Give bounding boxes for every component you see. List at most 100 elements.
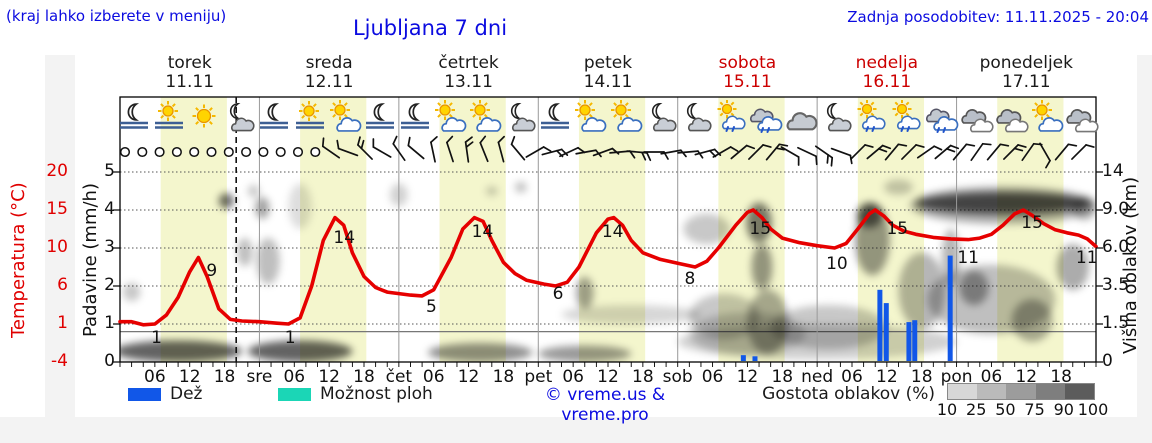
precip-tick: 5 (104, 161, 115, 181)
x-axis-label: 06 (422, 367, 445, 387)
bottom-margin-strip (0, 417, 1152, 443)
day-name: torek (167, 53, 212, 73)
temp-value-label: 15 (886, 219, 909, 239)
day-date: 13.11 (444, 72, 493, 92)
day-header-ponedeljek: ponedeljek 17.11 (980, 54, 1073, 92)
moon-cloud-icon (819, 100, 853, 134)
temp-value-label: 11 (1075, 247, 1098, 268)
x-axis-label: 12 (318, 367, 340, 387)
day-header-četrtek: četrtek 13.11 (438, 54, 498, 92)
sun-cloud-icon (328, 100, 362, 134)
sun-fog-icon (293, 100, 327, 134)
precip-tick: 2 (104, 275, 115, 295)
temp-value-label: 15 (1021, 212, 1043, 233)
moon-fog-icon (257, 100, 291, 134)
day-date: 12.11 (304, 72, 354, 92)
sun-cloud-icon (609, 100, 643, 134)
temp-tick: 6 (57, 275, 68, 295)
day-header-sreda: sreda 12.11 (305, 54, 354, 92)
temp-value-label: 1 (151, 328, 163, 349)
density-segment (1064, 384, 1095, 399)
temp-value-label: 11 (957, 248, 980, 269)
x-axis-label: 12 (736, 367, 759, 387)
density-tick: 50 (995, 400, 1016, 419)
moon-fog-icon (117, 100, 151, 134)
day-name: petek (583, 53, 633, 73)
x-axis-label: 12 (178, 367, 201, 387)
density-segment (948, 384, 978, 399)
sun-icon (187, 100, 221, 134)
density-segment (977, 384, 1007, 399)
page-title: Ljubljana 7 dni (352, 16, 508, 40)
day-name: nedelja (855, 53, 919, 73)
cloud-tick: 3.5 (1102, 275, 1130, 295)
temp-tick: 10 (46, 237, 68, 257)
temp-tick: 15 (46, 199, 68, 219)
day-name: četrtek (438, 53, 499, 73)
credit-link[interactable]: © vreme.us & vreme.pro (544, 385, 666, 425)
cloud-tick: 0 (1102, 351, 1113, 371)
moon-fog-icon (398, 100, 432, 134)
temp-value-label: 8 (684, 269, 696, 290)
day-date: 17.11 (1001, 72, 1051, 92)
day-header-petek: petek 14.11 (584, 54, 633, 92)
sun-cloud-drizzle-icon (889, 100, 923, 134)
x-axis-label: 06 (144, 367, 166, 387)
sun-cloud-icon (573, 100, 607, 134)
x-axis-label: 06 (980, 367, 1003, 387)
temp-value-label: 9 (206, 260, 218, 281)
precip-tick: 3 (104, 237, 115, 257)
density-tick: 10 (936, 400, 958, 419)
cloud-drizzle-icon (749, 100, 783, 134)
location-hint: (kraj lahko izberete v meniju) (6, 7, 227, 25)
x-axis-label: 18 (771, 367, 794, 387)
density-tick: 75 (1024, 400, 1045, 419)
precip-tick: 0 (104, 351, 115, 371)
day-date: 16.11 (862, 72, 912, 92)
clouds-icon (960, 100, 994, 134)
temp-value-label: 14 (333, 228, 356, 249)
day-name: sobota (718, 53, 777, 73)
showers-legend-label: Možnost ploh (320, 384, 433, 404)
x-axis-label: pet (524, 367, 553, 387)
cloud-density-colorbar (947, 383, 1095, 400)
moon-cloud-icon (222, 100, 256, 134)
sun-cloud-icon (468, 100, 502, 134)
density-tick: 90 (1053, 400, 1074, 419)
day-name: sreda (305, 53, 353, 73)
day-name: ponedeljek (979, 53, 1073, 73)
day-header-nedelja: nedelja 16.11 (856, 54, 918, 92)
temp-tick: -4 (51, 351, 68, 371)
day-date: 14.11 (583, 72, 633, 92)
clouds-icon (1065, 100, 1099, 134)
density-segment (1035, 384, 1065, 399)
temp-value-label: 1 (284, 328, 296, 349)
cloud-tick: 9.0 (1102, 199, 1130, 219)
x-axis-label: 18 (353, 367, 375, 387)
x-axis-label: 12 (1015, 367, 1038, 387)
sun-cloud-drizzle-icon (854, 100, 888, 134)
x-axis-label: 18 (910, 367, 933, 387)
x-axis-label: pon (940, 367, 973, 387)
sun-fog-icon (152, 100, 186, 134)
rain-legend-label: Dež (170, 384, 203, 404)
x-axis-label: sob (662, 367, 693, 387)
cloud-tick: 14 (1102, 161, 1124, 181)
temp-value-label: 10 (826, 254, 848, 275)
temp-value-label: 5 (425, 297, 437, 318)
sun-cloud-drizzle-icon (714, 100, 748, 134)
cloud-tick: 6.0 (1102, 237, 1130, 257)
x-axis-label: čet (385, 367, 413, 387)
temp-value-label: 6 (552, 284, 564, 305)
last-update: Zadnja posodobitev: 11.11.2025 - 20:04 (847, 8, 1149, 26)
sun-cloud-icon (1030, 100, 1064, 134)
x-axis-label: 06 (283, 367, 306, 387)
left-margin-strip (45, 55, 75, 443)
moon-cloud-icon (644, 100, 678, 134)
x-axis-label: 12 (457, 367, 480, 387)
density-tick: 100 (1077, 400, 1109, 419)
cloud-tick: 1.5 (1102, 313, 1130, 333)
cloud-density-label: Gostota oblakov (%) (762, 384, 935, 404)
